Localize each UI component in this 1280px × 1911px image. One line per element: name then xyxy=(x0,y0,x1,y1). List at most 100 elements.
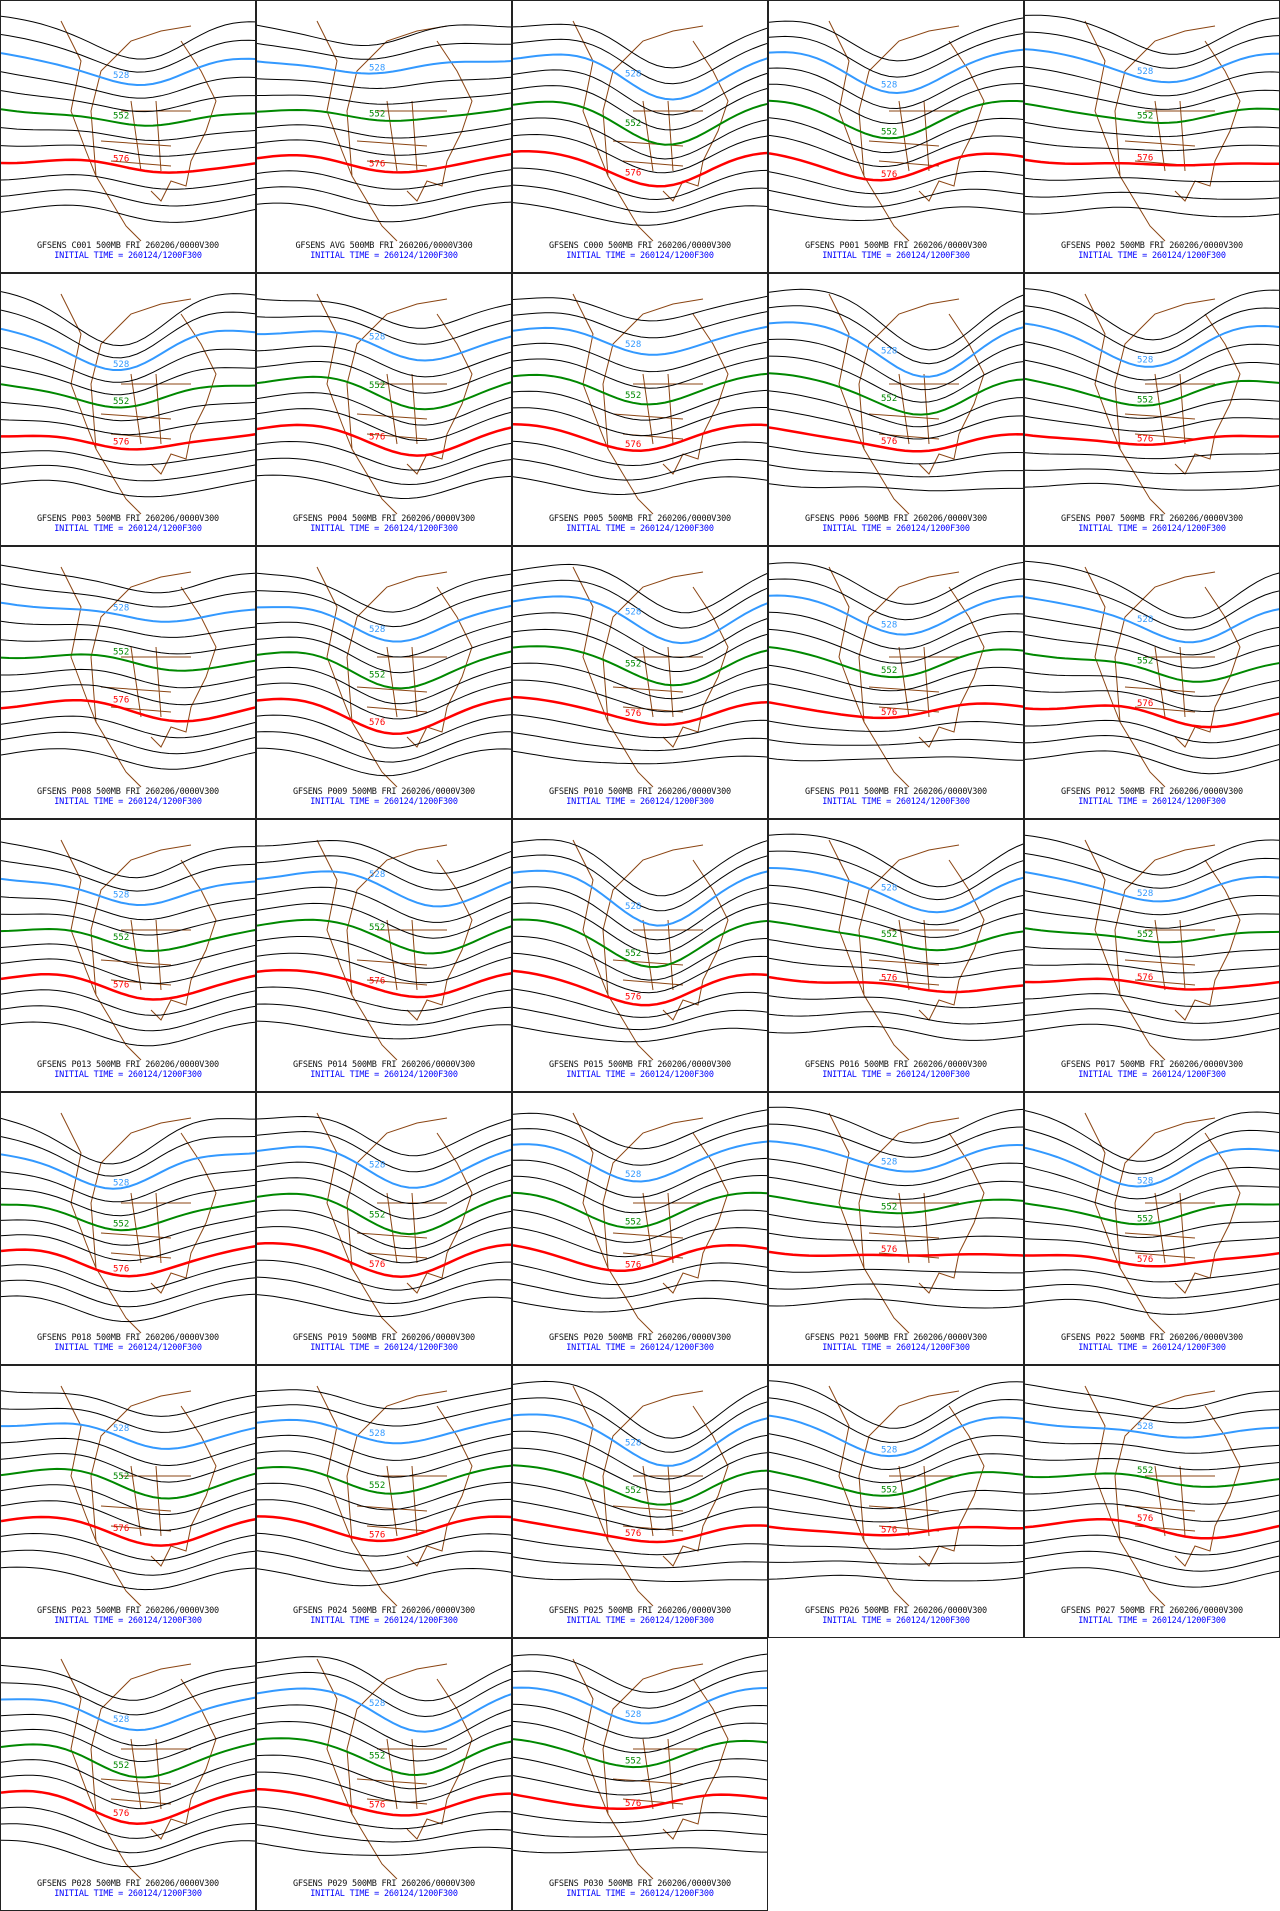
contour-label-high: 576 xyxy=(881,1525,897,1535)
contour-576 xyxy=(1025,158,1279,167)
height-contour xyxy=(769,1283,1023,1291)
contour-576 xyxy=(513,1793,767,1811)
height-contour xyxy=(1025,1166,1279,1200)
contour-576 xyxy=(1,972,255,1001)
height-contour xyxy=(1025,206,1279,218)
contour-label-low: 528 xyxy=(369,870,385,880)
height-contour xyxy=(513,69,767,116)
panel-title: GFSENS P018 500MB FRI 260206/0000V300 xyxy=(37,1333,219,1343)
height-contour xyxy=(1,1453,255,1483)
contour-528 xyxy=(1,1152,255,1190)
height-contour xyxy=(769,206,1023,222)
height-contour xyxy=(1025,1220,1279,1239)
height-contour xyxy=(513,167,767,201)
height-contour xyxy=(1025,963,1279,974)
height-contour xyxy=(1,1005,255,1032)
initial-time-label: INITIAL TIME = 260124/1200F300 xyxy=(54,1070,202,1080)
coastline-borders xyxy=(572,839,729,1061)
height-contour xyxy=(769,1507,1023,1523)
initial-time-label: INITIAL TIME = 260124/1200F300 xyxy=(1078,251,1226,261)
height-contour-map: 528 552 576 xyxy=(1,1658,255,1880)
height-contour xyxy=(257,1720,511,1762)
contour-label-low: 528 xyxy=(369,333,385,343)
contour-552 xyxy=(513,1738,767,1769)
initial-time-label: INITIAL TIME = 260124/1200F300 xyxy=(310,251,458,261)
contour-label-high: 576 xyxy=(369,1530,385,1540)
contour-552 xyxy=(1,653,255,672)
contour-528 xyxy=(769,867,1023,914)
height-contour xyxy=(257,731,511,763)
height-contour-map: 528 552 576 xyxy=(257,839,511,1061)
contour-label-high: 576 xyxy=(113,1524,129,1534)
map-panel-c000: 528 552 576 GFSENS C000 500MB FRI 260206/00… xyxy=(512,0,768,273)
contour-label-low: 528 xyxy=(1137,67,1153,77)
contour-528 xyxy=(1,877,255,907)
height-contour xyxy=(769,833,1023,888)
height-contour xyxy=(513,295,767,322)
contour-552 xyxy=(769,1194,1023,1215)
height-contour xyxy=(513,579,767,629)
initial-time-label: INITIAL TIME = 260124/1200F300 xyxy=(822,1070,970,1080)
contour-label-low: 528 xyxy=(881,347,897,357)
panel-title: GFSENS P003 500MB FRI 260206/0000V300 xyxy=(37,514,219,524)
height-contour-map: 528 552 576 xyxy=(513,839,767,1061)
contour-576 xyxy=(1025,977,1279,991)
contour-576 xyxy=(257,968,511,999)
contour-label-low: 528 xyxy=(113,1715,129,1725)
coastline-borders xyxy=(828,1112,985,1334)
initial-time-label: INITIAL TIME = 260124/1200F300 xyxy=(310,1889,458,1899)
height-contour xyxy=(769,1574,1023,1582)
height-contour xyxy=(769,83,1023,125)
height-contour xyxy=(257,1259,511,1291)
contour-label-mid: 552 xyxy=(625,119,641,129)
contour-label-high: 576 xyxy=(1137,973,1153,983)
height-contour xyxy=(257,589,511,628)
map-panel-p003: 528 552 576 GFSENS P003 500MB FRI 260206/00… xyxy=(0,273,256,546)
contour-576 xyxy=(1,698,255,723)
contour-label-low: 528 xyxy=(369,1161,385,1171)
contour-552 xyxy=(513,1464,767,1506)
height-contour xyxy=(1025,1402,1279,1424)
height-contour xyxy=(1025,560,1279,619)
height-contour xyxy=(513,839,767,897)
initial-time-label: INITIAL TIME = 260124/1200F300 xyxy=(822,251,970,261)
panel-title: GFSENS AVG 500MB FRI 260206/0000V300 xyxy=(295,241,473,251)
height-contour xyxy=(769,134,1023,168)
panel-title: GFSENS P005 500MB FRI 260206/0000V300 xyxy=(549,514,731,524)
contour-576 xyxy=(257,1515,511,1543)
coastline-borders xyxy=(316,1385,473,1607)
initial-time-label: INITIAL TIME = 260124/1200F300 xyxy=(566,1343,714,1353)
height-contour xyxy=(513,1482,767,1518)
panel-title: GFSENS P028 500MB FRI 260206/0000V300 xyxy=(37,1879,219,1889)
height-contour xyxy=(513,458,767,481)
contour-label-mid: 552 xyxy=(369,670,385,680)
height-contour xyxy=(257,635,511,674)
map-panel-p008: 528 552 576 GFSENS P008 500MB FRI 260206/00… xyxy=(0,546,256,819)
contour-576 xyxy=(257,152,511,174)
height-contour xyxy=(1,1277,255,1308)
height-contour xyxy=(769,884,1023,926)
contour-label-low: 528 xyxy=(881,81,897,91)
height-contour-map: 528 552 576 xyxy=(1,1385,255,1607)
initial-time-label: INITIAL TIME = 260124/1200F300 xyxy=(566,251,714,261)
height-contour-map: 528 552 576 xyxy=(513,20,767,242)
contour-label-low: 528 xyxy=(1137,615,1153,625)
height-contour xyxy=(769,578,1023,621)
height-contour xyxy=(513,1380,767,1439)
height-contour xyxy=(769,1451,1023,1484)
map-panel-p001: 528 552 576 GFSENS P001 500MB FRI 260206/00… xyxy=(768,0,1024,273)
initial-time-label: INITIAL TIME = 260124/1200F300 xyxy=(310,1343,458,1353)
height-contour xyxy=(513,1209,767,1243)
height-contour xyxy=(1025,1534,1279,1556)
coastline-borders xyxy=(316,293,473,515)
map-panel-p004: 528 552 576 GFSENS P004 500MB FRI 260206/00… xyxy=(256,273,512,546)
height-contour xyxy=(1025,415,1279,432)
initial-time-label: INITIAL TIME = 260124/1200F300 xyxy=(822,524,970,534)
height-contour xyxy=(257,1115,511,1157)
initial-time-label: INITIAL TIME = 260124/1200F300 xyxy=(1078,1070,1226,1080)
height-contour xyxy=(257,666,511,705)
contour-label-mid: 552 xyxy=(625,1218,641,1228)
contour-528 xyxy=(257,1417,511,1445)
height-contour xyxy=(1025,1128,1279,1175)
height-contour xyxy=(513,1756,767,1782)
